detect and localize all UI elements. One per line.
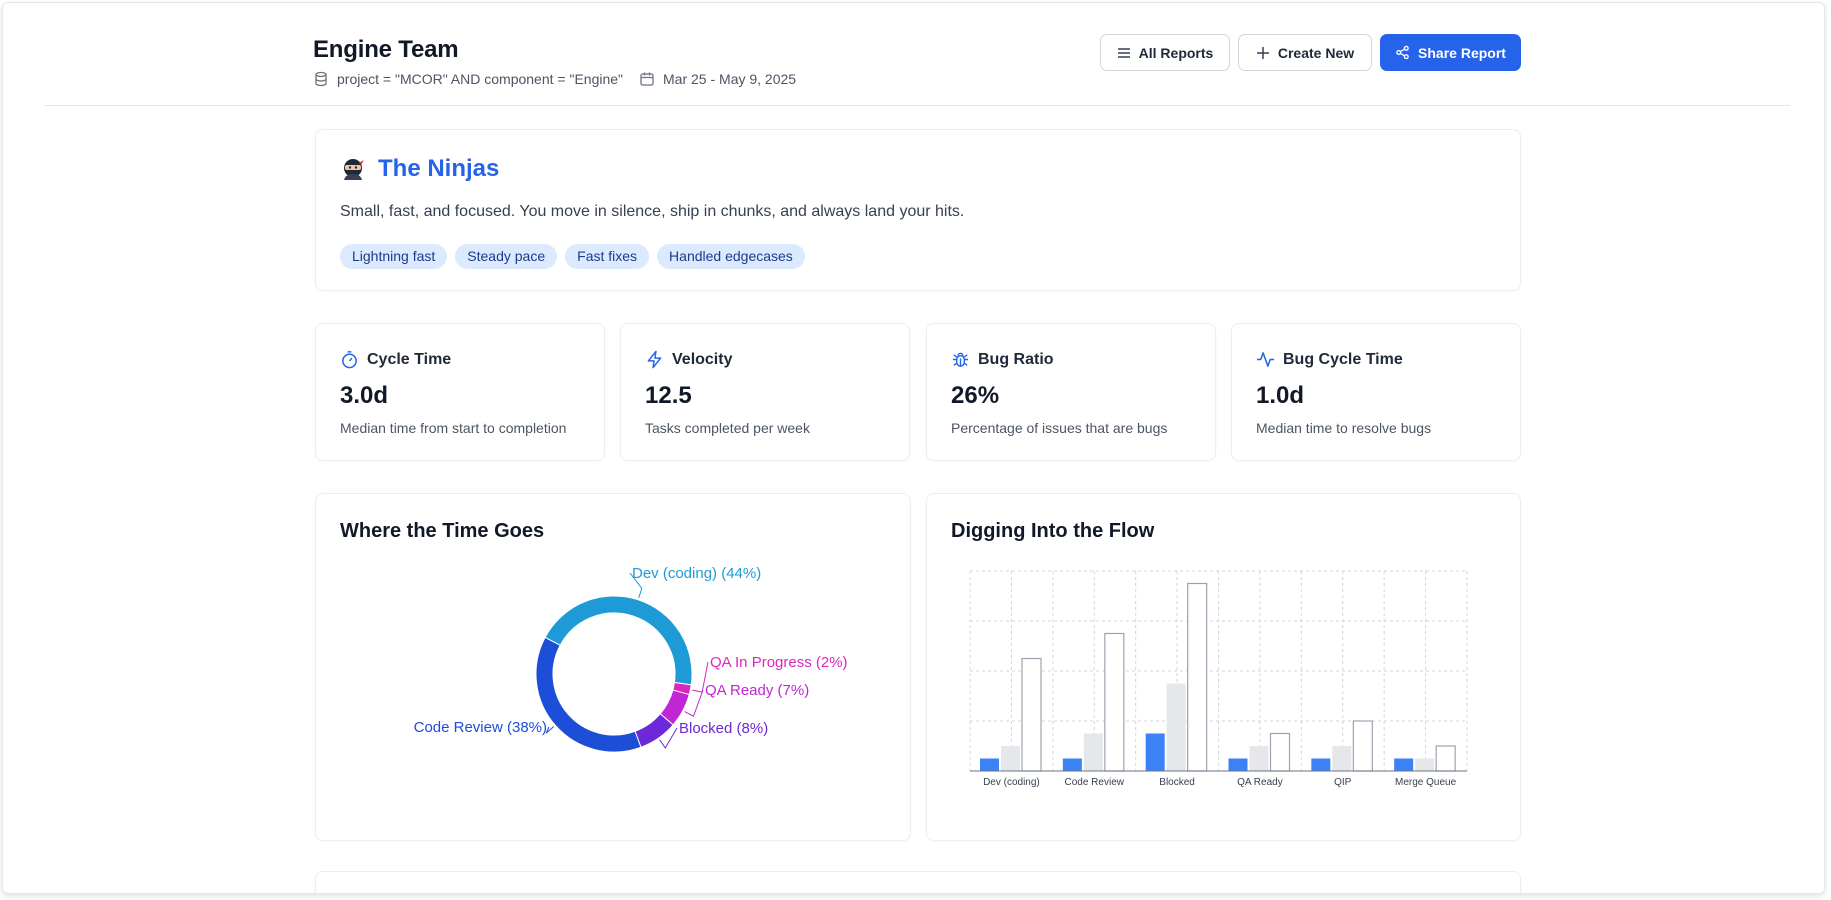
bar[interactable] xyxy=(1145,733,1165,772)
bar[interactable] xyxy=(1166,683,1186,772)
activity-icon xyxy=(1256,352,1275,367)
bar[interactable] xyxy=(1062,758,1082,772)
slice-leader-line xyxy=(684,689,704,717)
bar[interactable] xyxy=(1269,732,1291,772)
slice-label: Dev (coding) (44%) xyxy=(632,565,761,582)
slice-label: QA Ready (7%) xyxy=(705,682,809,699)
x-tick-label: Blocked xyxy=(1159,777,1195,788)
tag: Lightning fast xyxy=(340,244,448,269)
bar[interactable] xyxy=(1104,632,1125,772)
database-icon xyxy=(315,71,327,87)
donut-chart: Dev (coding) (44%) QA In Progress (2%) QA … xyxy=(414,565,848,753)
bar[interactable] xyxy=(1415,758,1435,772)
x-tick-label: QIP xyxy=(1334,777,1352,788)
tag: Fast fixes xyxy=(565,244,650,269)
next-section-card xyxy=(315,871,1521,893)
persona-description: Small, fast, and focused. You move in si… xyxy=(340,203,965,220)
bar[interactable] xyxy=(1249,746,1269,771)
persona-name: The Ninjas xyxy=(378,155,500,182)
bar[interactable] xyxy=(1332,746,1352,771)
bar[interactable] xyxy=(1001,746,1020,771)
persona-tags: Lightning fast Steady pace Fast fixes Ha… xyxy=(340,244,813,269)
slice-leader-line xyxy=(659,727,678,749)
metric-card-cycle-time: Cycle Time 3.0d Median time from start t… xyxy=(315,323,605,461)
bar[interactable] xyxy=(1435,745,1456,772)
bar[interactable] xyxy=(1394,758,1414,772)
time-distribution-card: Where the Time Goes Dev (coding) (44%) QA… xyxy=(315,493,911,841)
query-text: project = "MCOR" AND component = "Engine… xyxy=(337,71,624,87)
bar-chart: Dev (coding) Code Review Blocked QA Ready QI… xyxy=(969,570,1468,788)
metric-label: Velocity xyxy=(672,350,733,368)
bar[interactable] xyxy=(980,758,999,772)
metric-label: Bug Cycle Time xyxy=(1283,350,1403,368)
metric-description: Median time from start to completion xyxy=(340,420,567,436)
metric-value: 1.0d xyxy=(1256,382,1305,409)
metric-description: Tasks completed per week xyxy=(645,420,810,436)
slice-leader-line xyxy=(629,572,643,599)
metric-value: 26% xyxy=(951,382,1000,409)
menu-icon xyxy=(1117,47,1130,58)
x-tick-label: Code Review xyxy=(1065,777,1125,788)
x-tick-label: Dev (coding) xyxy=(983,777,1040,788)
bar[interactable] xyxy=(1228,758,1248,772)
timer-icon xyxy=(342,351,357,369)
metric-label: Cycle Time xyxy=(367,350,452,368)
chart-title: Where the Time Goes xyxy=(340,520,545,542)
slice-leader-line xyxy=(545,726,555,734)
bar[interactable] xyxy=(1311,758,1331,772)
chart-title: Digging Into the Flow xyxy=(951,520,1155,542)
page-title: Engine Team xyxy=(313,36,459,63)
calendar-icon xyxy=(640,72,654,86)
lightning-icon xyxy=(647,350,662,369)
slice-label: Blocked (8%) xyxy=(679,720,768,737)
header-divider xyxy=(44,105,1790,106)
all-reports-button[interactable]: All Reports xyxy=(1100,34,1230,71)
date-range: Mar 25 - May 9, 2025 xyxy=(663,71,797,87)
metric-description: Median time to resolve bugs xyxy=(1256,420,1432,436)
slice-label: Code Review (38%) xyxy=(414,719,547,736)
create-new-button[interactable]: Create New xyxy=(1238,34,1372,71)
bar[interactable] xyxy=(1352,720,1373,772)
metric-value: 3.0d xyxy=(340,382,389,409)
bar[interactable] xyxy=(1083,733,1103,772)
flow-card: Digging Into the Flow Dev (coding) Code R… xyxy=(926,493,1521,841)
plus-icon xyxy=(1256,46,1269,59)
tag: Handled edgecases xyxy=(657,244,805,269)
metric-card-bug-cycle-time: Bug Cycle Time 1.0d Median time to resol… xyxy=(1231,323,1521,461)
persona-heading: The Ninjas xyxy=(340,155,499,183)
metric-card-velocity: Velocity 12.5 Tasks completed per week xyxy=(620,323,910,461)
share-icon xyxy=(1396,45,1409,60)
bar[interactable] xyxy=(1021,657,1042,772)
slice-label: QA In Progress (2%) xyxy=(710,654,848,671)
x-tick-label: Merge Queue xyxy=(1395,777,1457,788)
metric-card-bug-ratio: Bug Ratio 26% Percentage of issues that … xyxy=(926,323,1216,461)
persona-card: The Ninjas Small, fast, and focused. You… xyxy=(315,129,1521,291)
metric-value: 12.5 xyxy=(645,382,692,409)
share-report-button[interactable]: Share Report xyxy=(1380,34,1521,71)
donut-slice[interactable] xyxy=(544,595,693,686)
ninja-icon xyxy=(344,159,364,180)
bar[interactable] xyxy=(1187,582,1208,772)
donut-slice[interactable] xyxy=(535,636,642,753)
metric-label: Bug Ratio xyxy=(978,350,1054,368)
x-tick-label: QA Ready xyxy=(1237,777,1283,788)
bug-icon xyxy=(952,352,969,367)
page-header: Engine Team project = "MCOR" AND compone… xyxy=(3,3,1824,106)
metric-description: Percentage of issues that are bugs xyxy=(951,420,1168,436)
tag: Steady pace xyxy=(455,244,558,269)
report-meta: project = "MCOR" AND component = "Engine… xyxy=(313,71,796,87)
